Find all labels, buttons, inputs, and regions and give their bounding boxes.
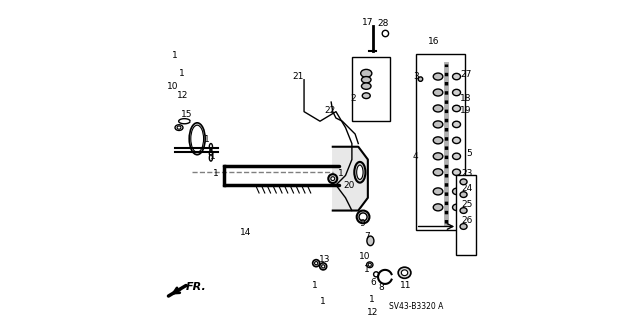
Text: 13: 13	[319, 256, 330, 264]
Ellipse shape	[433, 105, 443, 112]
Ellipse shape	[191, 125, 204, 152]
Text: 1: 1	[172, 51, 178, 60]
Text: 3: 3	[413, 72, 419, 81]
Text: 23: 23	[461, 169, 473, 178]
Polygon shape	[333, 147, 368, 211]
Ellipse shape	[321, 265, 324, 268]
Text: 24: 24	[461, 184, 473, 193]
Ellipse shape	[419, 77, 422, 81]
Ellipse shape	[356, 211, 369, 223]
Text: 2: 2	[351, 94, 356, 103]
Ellipse shape	[452, 169, 461, 175]
Ellipse shape	[367, 262, 373, 268]
Ellipse shape	[328, 174, 337, 183]
Ellipse shape	[401, 270, 408, 276]
Ellipse shape	[452, 89, 461, 96]
Text: 1: 1	[364, 265, 370, 274]
Ellipse shape	[331, 177, 335, 181]
Text: 1: 1	[213, 169, 219, 178]
Text: 22: 22	[324, 106, 335, 115]
Text: 4: 4	[413, 152, 419, 161]
Ellipse shape	[315, 262, 318, 265]
Ellipse shape	[460, 208, 467, 213]
Text: 1: 1	[369, 295, 374, 304]
Text: 15: 15	[181, 110, 193, 119]
Text: 1: 1	[179, 69, 184, 78]
Ellipse shape	[452, 188, 461, 195]
Ellipse shape	[460, 179, 467, 185]
Text: 16: 16	[428, 37, 439, 46]
Text: 14: 14	[240, 228, 252, 237]
Text: 17: 17	[362, 18, 373, 27]
Ellipse shape	[433, 121, 443, 128]
Text: 19: 19	[460, 106, 472, 115]
Ellipse shape	[362, 93, 371, 99]
Ellipse shape	[452, 153, 461, 160]
Ellipse shape	[368, 263, 371, 266]
Ellipse shape	[452, 105, 461, 112]
Text: 27: 27	[460, 70, 472, 79]
Text: 28: 28	[378, 19, 389, 28]
Ellipse shape	[367, 236, 374, 246]
Ellipse shape	[452, 204, 461, 211]
Text: 11: 11	[401, 281, 412, 290]
Text: 1: 1	[320, 297, 326, 306]
Text: 26: 26	[461, 216, 473, 225]
Text: 8: 8	[379, 283, 385, 292]
Text: 20: 20	[343, 181, 355, 189]
Ellipse shape	[452, 121, 461, 128]
Text: 1: 1	[204, 135, 210, 144]
Ellipse shape	[361, 70, 372, 78]
Ellipse shape	[460, 192, 467, 197]
Ellipse shape	[433, 169, 443, 176]
Text: FR.: FR.	[186, 282, 207, 292]
Ellipse shape	[355, 162, 365, 182]
Ellipse shape	[433, 188, 443, 195]
Text: 1: 1	[312, 281, 318, 290]
Circle shape	[382, 30, 388, 37]
Ellipse shape	[460, 224, 467, 229]
Text: 7: 7	[364, 232, 370, 241]
Text: 9: 9	[360, 219, 365, 228]
Ellipse shape	[177, 126, 181, 129]
Text: 5: 5	[467, 149, 472, 158]
Text: 12: 12	[177, 91, 188, 100]
Ellipse shape	[433, 153, 443, 160]
Ellipse shape	[452, 73, 461, 80]
Ellipse shape	[209, 150, 212, 156]
Ellipse shape	[209, 155, 212, 161]
Ellipse shape	[362, 77, 371, 83]
Ellipse shape	[452, 137, 461, 144]
Ellipse shape	[374, 272, 379, 277]
Bar	[352, 57, 390, 121]
Ellipse shape	[356, 165, 363, 179]
Ellipse shape	[398, 267, 411, 278]
Ellipse shape	[313, 260, 320, 267]
Ellipse shape	[359, 213, 367, 221]
Text: 10: 10	[167, 82, 179, 91]
Ellipse shape	[433, 137, 443, 144]
Text: 21: 21	[292, 72, 304, 81]
Text: SV43-B3320 A: SV43-B3320 A	[388, 302, 443, 311]
Ellipse shape	[189, 123, 205, 155]
Ellipse shape	[362, 83, 371, 89]
Ellipse shape	[175, 125, 183, 130]
Ellipse shape	[433, 89, 443, 96]
Bar	[456, 175, 476, 255]
Text: 1: 1	[338, 169, 344, 178]
Text: 1: 1	[211, 152, 216, 161]
Bar	[416, 54, 465, 230]
Ellipse shape	[433, 73, 443, 80]
Text: 10: 10	[359, 252, 371, 261]
Ellipse shape	[209, 144, 212, 150]
Text: 6: 6	[371, 278, 376, 287]
Text: 18: 18	[460, 94, 472, 103]
Ellipse shape	[320, 263, 326, 270]
Text: 25: 25	[461, 200, 473, 209]
Text: 12: 12	[367, 308, 379, 317]
Ellipse shape	[433, 204, 443, 211]
